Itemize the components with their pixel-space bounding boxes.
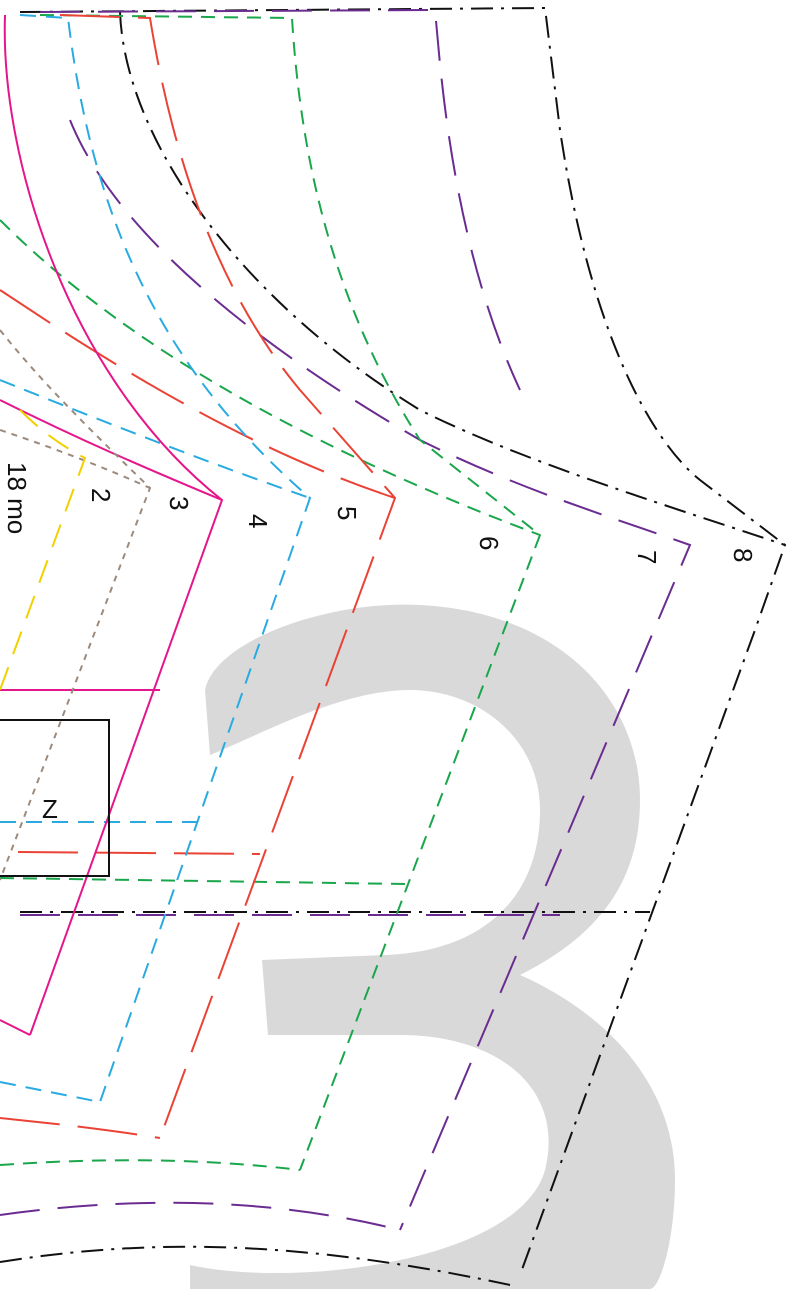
size-label-3: 3 xyxy=(164,496,194,510)
size-3-outline xyxy=(0,14,224,1036)
size-label-18mo: 18 mo xyxy=(2,462,32,534)
size-4-outline xyxy=(0,14,312,1103)
size-6-outline xyxy=(0,14,542,1171)
watermark-digit-3 xyxy=(190,604,675,1289)
size-7-outline xyxy=(0,8,692,1231)
size-label-5: 5 xyxy=(332,506,362,520)
size-label-4: 4 xyxy=(243,514,273,528)
size-label-8: 8 xyxy=(728,548,758,562)
size-18mo-outline xyxy=(0,409,87,691)
size-8-outline xyxy=(0,6,787,1286)
size-label-6: 6 xyxy=(474,536,504,550)
size-5-outline xyxy=(0,14,397,1139)
size-label-7: 7 xyxy=(632,550,662,564)
label-box xyxy=(0,719,110,877)
box-label: Z xyxy=(42,794,58,824)
size-2-outline xyxy=(0,329,152,881)
size-label-2: 2 xyxy=(86,488,116,502)
